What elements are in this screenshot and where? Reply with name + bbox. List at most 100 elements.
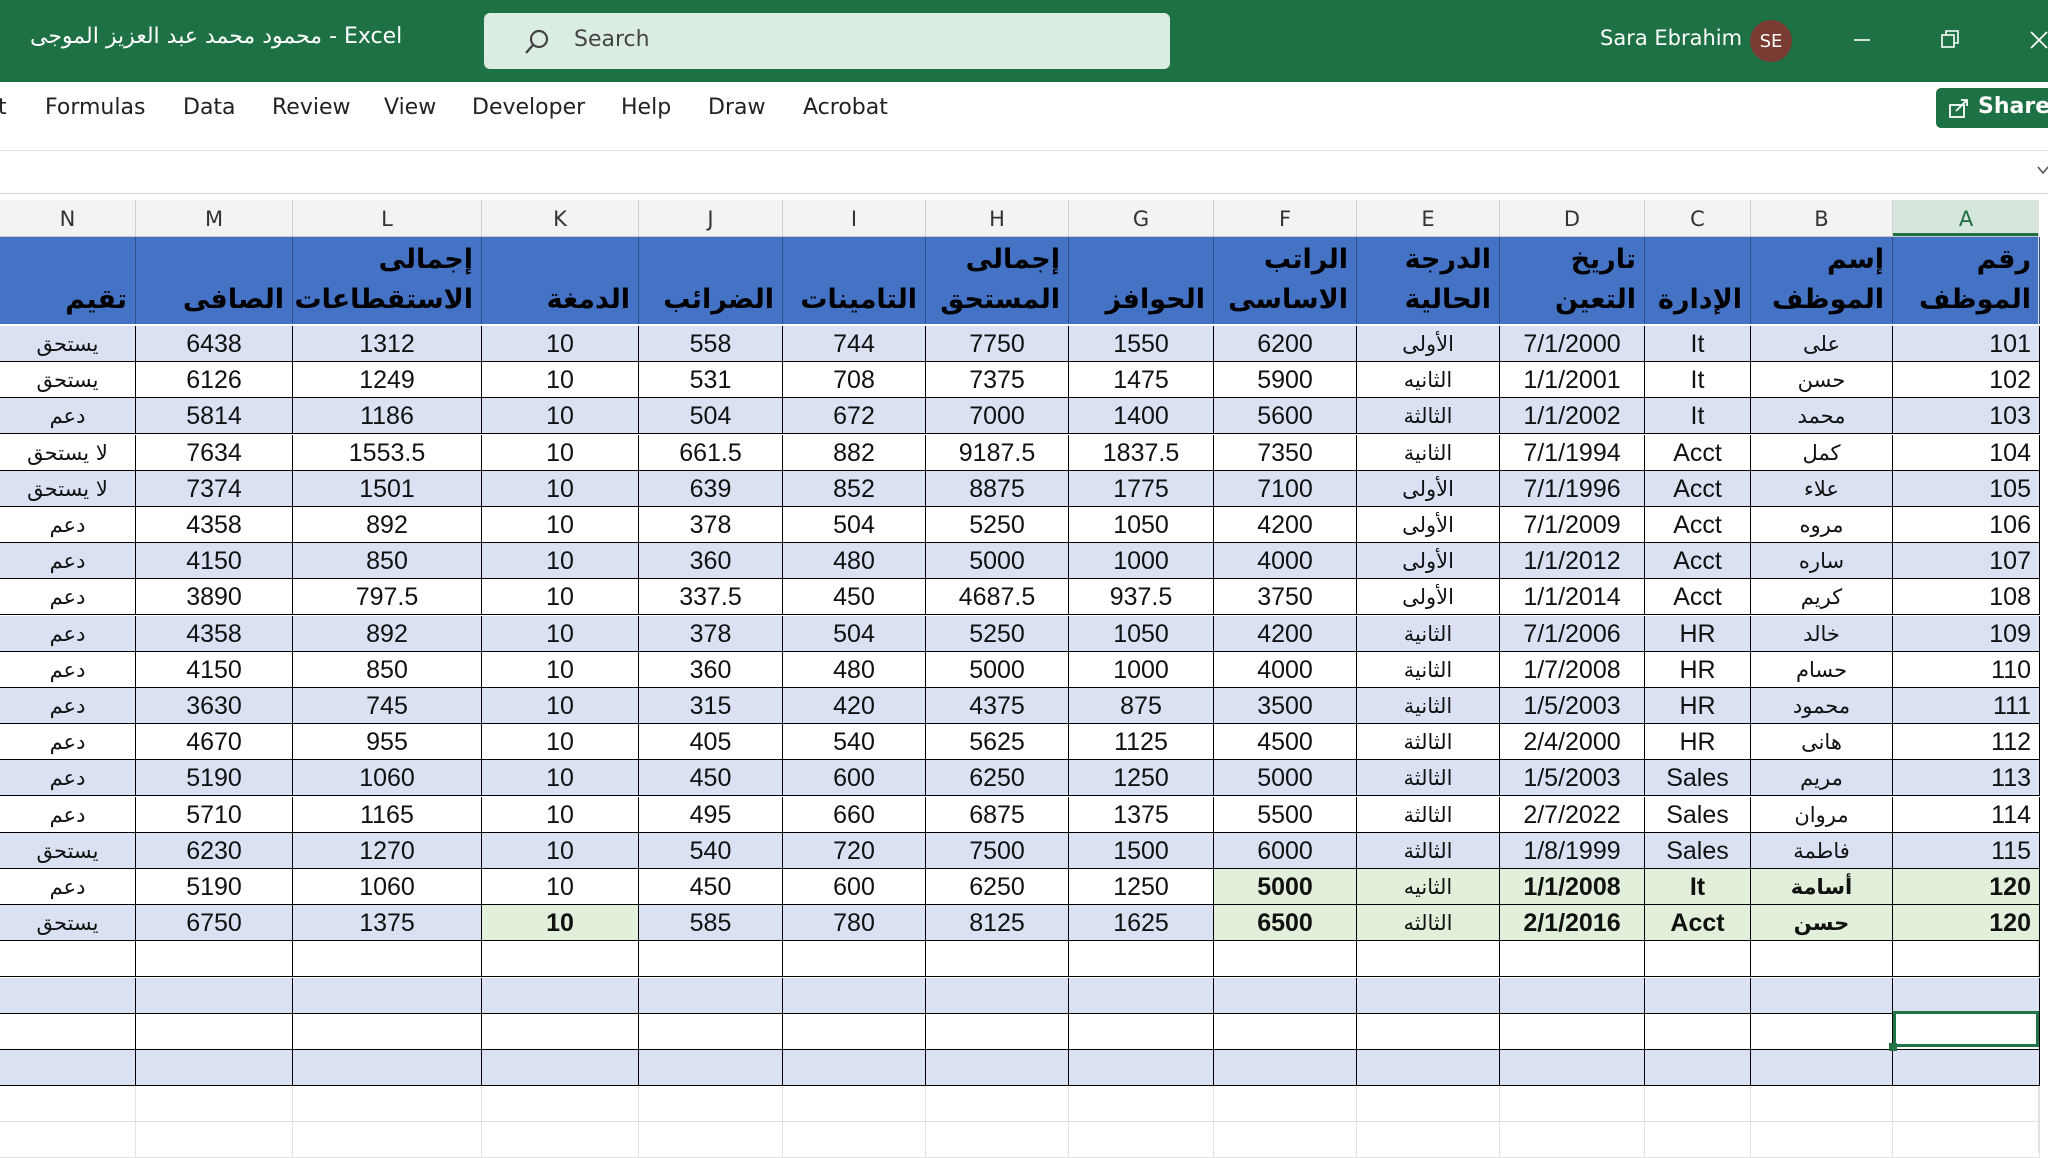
cell-k[interactable]: 10 xyxy=(482,434,639,471)
empty-cell[interactable] xyxy=(639,1013,783,1050)
empty-cell[interactable] xyxy=(1893,1086,2040,1123)
cell-b[interactable]: على xyxy=(1751,326,1893,362)
cell-j[interactable]: 540 xyxy=(639,832,783,869)
cell-n[interactable]: دعم xyxy=(0,796,136,833)
cell-c[interactable]: HR xyxy=(1645,615,1751,652)
restore-icon[interactable] xyxy=(1928,18,1972,62)
cell-g[interactable]: 1775 xyxy=(1069,470,1214,507)
cell-d[interactable]: 1/5/2003 xyxy=(1500,760,1645,797)
cell-a[interactable]: 106 xyxy=(1893,507,2040,543)
cell-h[interactable]: 5250 xyxy=(926,507,1069,543)
tab-draw[interactable]: Draw xyxy=(708,95,766,120)
cell-b[interactable]: محمود xyxy=(1751,688,1893,724)
table-header-i[interactable]: التامينات xyxy=(783,237,926,324)
empty-cell[interactable] xyxy=(1645,977,1751,1014)
empty-cell[interactable] xyxy=(136,1050,293,1086)
cell-i[interactable]: 420 xyxy=(783,688,926,724)
minimize-icon[interactable] xyxy=(1840,18,1884,62)
cell-k[interactable]: 10 xyxy=(482,362,639,399)
cell-l[interactable]: 1312 xyxy=(293,326,482,362)
empty-cell[interactable] xyxy=(1500,1122,1645,1158)
cell-k[interactable]: 10 xyxy=(482,760,639,797)
column-header-d[interactable]: D xyxy=(1500,200,1645,236)
cell-k[interactable]: 10 xyxy=(482,398,639,435)
cell-h[interactable]: 6875 xyxy=(926,796,1069,833)
empty-cell[interactable] xyxy=(1751,1013,1893,1050)
cell-i[interactable]: 660 xyxy=(783,796,926,833)
cell-m[interactable]: 4670 xyxy=(136,724,293,761)
cell-a[interactable]: 107 xyxy=(1893,543,2040,580)
cell-a[interactable]: 120 xyxy=(1893,905,2040,942)
empty-cell[interactable] xyxy=(482,1013,639,1050)
empty-cell[interactable] xyxy=(926,1013,1069,1050)
cell-d[interactable]: 1/8/1999 xyxy=(1500,832,1645,869)
column-header-j[interactable]: J xyxy=(639,200,783,236)
cell-b[interactable]: حسن xyxy=(1751,362,1893,399)
cell-b[interactable]: أسامة xyxy=(1751,869,1893,905)
cell-l[interactable]: 1501 xyxy=(293,470,482,507)
table-header-n[interactable]: تقيم xyxy=(0,237,136,324)
empty-cell[interactable] xyxy=(1214,941,1357,978)
cell-f[interactable]: 4000 xyxy=(1214,651,1357,688)
empty-cell[interactable] xyxy=(136,1086,293,1123)
cell-c[interactable]: Acct xyxy=(1645,579,1751,616)
empty-cell[interactable] xyxy=(639,941,783,978)
cell-f[interactable]: 3750 xyxy=(1214,579,1357,616)
cell-g[interactable]: 1375 xyxy=(1069,796,1214,833)
cell-e[interactable]: الأولى xyxy=(1357,579,1500,616)
empty-cell[interactable] xyxy=(482,1050,639,1086)
cell-n[interactable]: دعم xyxy=(0,869,136,905)
cell-h[interactable]: 8125 xyxy=(926,905,1069,942)
empty-cell[interactable] xyxy=(783,1050,926,1086)
empty-cell[interactable] xyxy=(1645,1013,1751,1050)
empty-cell[interactable] xyxy=(1357,941,1500,978)
cell-a[interactable]: 109 xyxy=(1893,615,2040,652)
empty-cell[interactable] xyxy=(136,1013,293,1050)
cell-l[interactable]: 1165 xyxy=(293,796,482,833)
empty-cell[interactable] xyxy=(926,1086,1069,1123)
cell-n[interactable]: يستحق xyxy=(0,326,136,362)
cell-e[interactable]: الثالثه xyxy=(1357,905,1500,942)
tab-truncated[interactable]: t xyxy=(0,95,7,120)
empty-cell[interactable] xyxy=(783,941,926,978)
cell-h[interactable]: 8875 xyxy=(926,470,1069,507)
cell-h[interactable]: 7375 xyxy=(926,362,1069,399)
empty-cell[interactable] xyxy=(136,977,293,1014)
tab-review[interactable]: Review xyxy=(272,95,351,120)
cell-i[interactable]: 882 xyxy=(783,434,926,471)
cell-j[interactable]: 337.5 xyxy=(639,579,783,616)
cell-n[interactable]: دعم xyxy=(0,651,136,688)
empty-cell[interactable] xyxy=(1751,1122,1893,1158)
tab-developer[interactable]: Developer xyxy=(472,95,586,120)
cell-g[interactable]: 937.5 xyxy=(1069,579,1214,616)
cell-a[interactable]: 112 xyxy=(1893,724,2040,761)
cell-d[interactable]: 7/1/1996 xyxy=(1500,470,1645,507)
empty-cell[interactable] xyxy=(639,977,783,1014)
cell-h[interactable]: 5625 xyxy=(926,724,1069,761)
empty-cell[interactable] xyxy=(1645,941,1751,978)
empty-cell[interactable] xyxy=(136,941,293,978)
empty-cell[interactable] xyxy=(926,941,1069,978)
cell-n[interactable]: لا يستحق xyxy=(0,434,136,471)
cell-g[interactable]: 1837.5 xyxy=(1069,434,1214,471)
cell-c[interactable]: Acct xyxy=(1645,543,1751,580)
cell-a[interactable]: 114 xyxy=(1893,796,2040,833)
cell-f[interactable]: 3500 xyxy=(1214,688,1357,724)
cell-e[interactable]: الثالثة xyxy=(1357,832,1500,869)
cell-c[interactable]: Acct xyxy=(1645,905,1751,942)
empty-cell[interactable] xyxy=(293,941,482,978)
cell-m[interactable]: 5190 xyxy=(136,869,293,905)
cell-n[interactable]: دعم xyxy=(0,398,136,435)
cell-a[interactable]: 101 xyxy=(1893,326,2040,362)
empty-cell[interactable] xyxy=(1069,1086,1214,1123)
close-icon[interactable] xyxy=(2016,18,2048,62)
fill-handle[interactable] xyxy=(1889,1043,1897,1051)
empty-cell[interactable] xyxy=(1069,1050,1214,1086)
cell-m[interactable]: 3630 xyxy=(136,688,293,724)
cell-b[interactable]: هانى xyxy=(1751,724,1893,761)
empty-cell[interactable] xyxy=(0,941,136,978)
empty-cell[interactable] xyxy=(1214,1122,1357,1158)
tab-acrobat[interactable]: Acrobat xyxy=(803,95,888,120)
cell-e[interactable]: الأولى xyxy=(1357,507,1500,543)
search-box[interactable]: Search xyxy=(484,13,1170,69)
